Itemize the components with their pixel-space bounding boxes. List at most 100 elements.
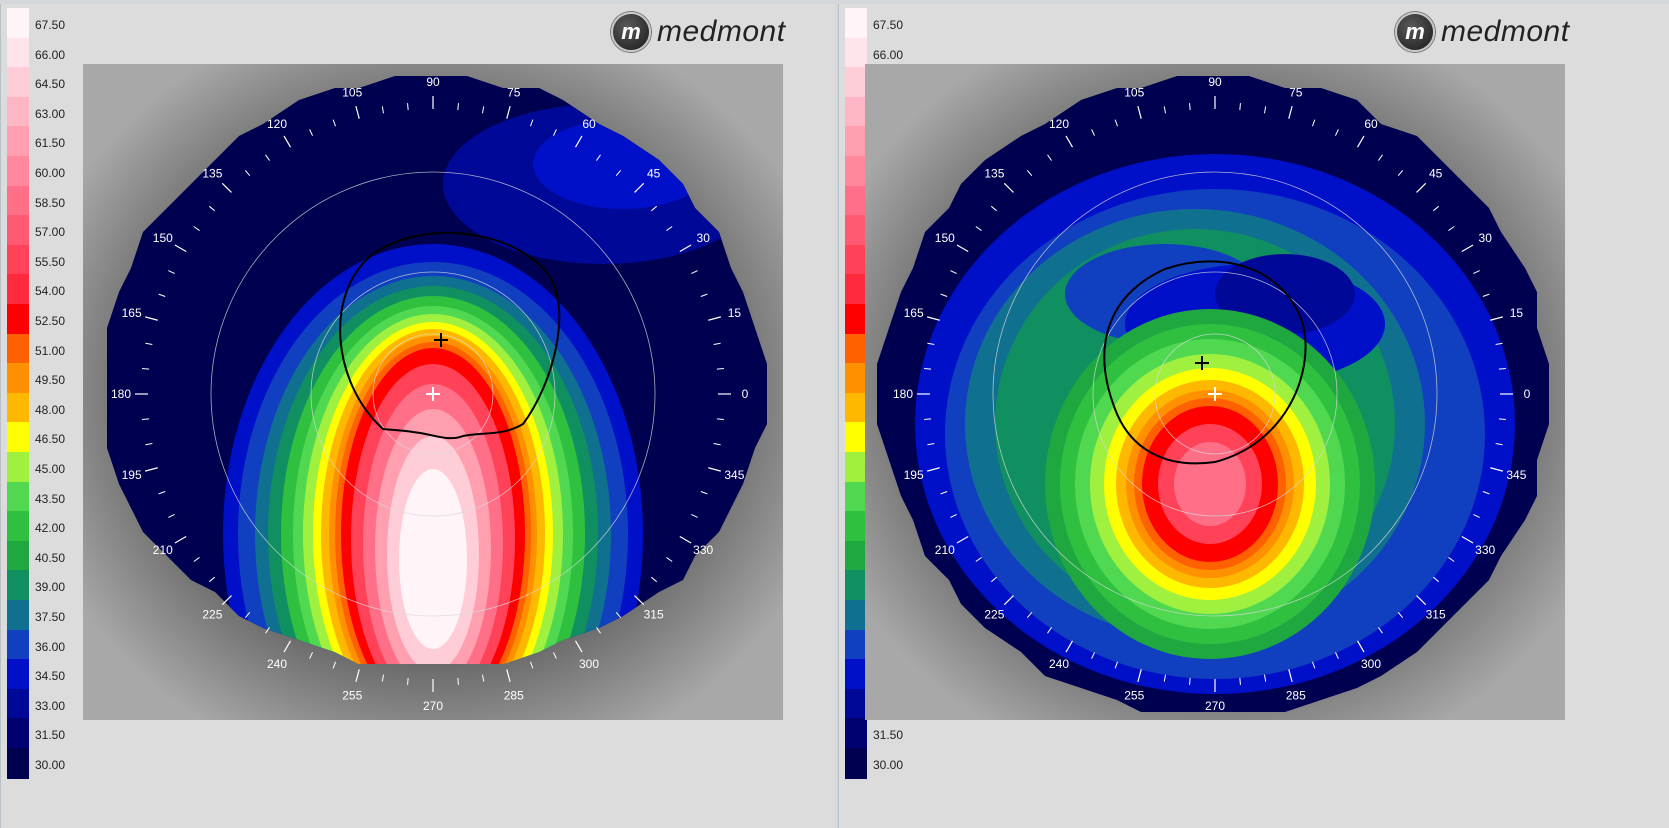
scale-step: 37.50 [7, 600, 91, 631]
angle-label: 150 [935, 231, 955, 245]
scale-swatch [845, 570, 867, 602]
angle-label: 330 [1475, 543, 1495, 557]
scale-label: 61.50 [35, 136, 66, 151]
scale-label: 64.50 [35, 77, 66, 92]
scale-swatch [7, 748, 29, 779]
scale-swatch [845, 215, 867, 247]
scale-label: 43.50 [35, 491, 66, 506]
angle-label: 300 [579, 657, 599, 671]
angle-label: 315 [644, 608, 664, 622]
scale-swatch [7, 274, 29, 306]
scale-step: 33.00 [7, 688, 91, 720]
scale-step: 30.00 [845, 748, 929, 779]
scale-swatch [845, 126, 867, 158]
scale-step: 61.50 [7, 126, 91, 158]
scale-swatch [845, 748, 867, 779]
scale-step: 66.00 [7, 37, 91, 69]
scale-swatch [7, 600, 29, 631]
scale-label: 58.50 [35, 195, 66, 210]
scale-step: 40.50 [7, 540, 91, 572]
scale-label: 46.50 [35, 432, 66, 447]
angle-label: 255 [342, 688, 362, 702]
angle-label: 330 [693, 543, 713, 557]
scale-label: 55.50 [35, 254, 66, 269]
scale-swatch [7, 244, 29, 276]
angle-label: 90 [426, 75, 440, 89]
angle-label: 30 [1479, 231, 1493, 245]
scale-label: 54.00 [35, 284, 66, 299]
scale-swatch [845, 67, 867, 99]
scale-step: 43.50 [7, 481, 91, 513]
scale-step: 67.50 [845, 8, 929, 39]
medmont-logo-icon: m [611, 12, 651, 52]
angle-label: 225 [984, 608, 1004, 622]
scale-label: 60.00 [35, 166, 66, 180]
angle-label: 255 [1124, 688, 1144, 702]
scale-swatch [845, 185, 867, 217]
angle-label: 0 [1524, 387, 1531, 401]
scale-swatch [845, 688, 867, 720]
scale-swatch [845, 659, 867, 691]
angle-label: 210 [935, 543, 955, 557]
scale-step: 67.50 [7, 8, 91, 39]
scale-swatch [845, 244, 867, 276]
scale-swatch [845, 37, 867, 69]
scale-swatch [845, 481, 867, 513]
scale-step: 45.00 [7, 452, 91, 483]
brand-name: medmont [657, 15, 786, 48]
scale-label: 39.00 [35, 580, 66, 595]
angle-label: 195 [122, 468, 142, 482]
scale-step: 30.00 [7, 748, 91, 779]
angle-label: 315 [1426, 608, 1446, 622]
scale-label: 34.50 [35, 669, 66, 684]
scale-step: 64.50 [7, 67, 91, 99]
scale-swatch [845, 363, 867, 395]
scale-label: 66.00 [873, 47, 904, 62]
scale-swatch [7, 96, 29, 128]
scale-swatch [845, 8, 867, 39]
scale-label: 67.50 [873, 18, 904, 32]
scale-label: 40.50 [35, 550, 66, 565]
scale-label: 45.00 [35, 462, 66, 476]
scale-label: 63.00 [35, 106, 66, 121]
scale-step: 39.00 [7, 570, 91, 602]
angle-label: 15 [728, 306, 742, 320]
angle-label: 105 [1124, 86, 1144, 100]
scale-label: 37.50 [35, 610, 66, 624]
scale-swatch [7, 452, 29, 483]
angle-label: 75 [507, 86, 521, 100]
scale-swatch [7, 659, 29, 691]
scale-step: 66.00 [845, 37, 929, 69]
angle-label: 210 [153, 543, 173, 557]
angle-label: 150 [153, 231, 173, 245]
scale-swatch [845, 600, 867, 631]
angle-label: 285 [1286, 688, 1306, 702]
scale-label: 52.50 [35, 314, 66, 328]
scale-step: 46.50 [7, 422, 91, 454]
scale-label: 51.00 [35, 343, 66, 358]
angle-label: 105 [342, 86, 362, 100]
right-eye-topography-map[interactable]: 0 15 30 45 60 75 90 105 120 135 150 165 180 195 210 225… [865, 64, 1565, 720]
angle-label: 180 [111, 387, 131, 401]
scale-swatch [7, 511, 29, 543]
scale-label: 36.00 [35, 639, 66, 654]
scale-swatch [7, 688, 29, 720]
angle-label: 225 [202, 608, 222, 622]
scale-label: 33.00 [35, 698, 66, 713]
angle-label: 45 [1429, 166, 1443, 180]
angle-label: 270 [1205, 699, 1225, 713]
angle-label: 270 [423, 699, 443, 713]
scale-step: 63.00 [7, 96, 91, 128]
scale-step: 58.50 [7, 185, 91, 217]
scale-swatch [7, 392, 29, 424]
angle-label: 180 [893, 387, 913, 401]
scale-swatch [7, 215, 29, 247]
angle-label: 120 [267, 117, 287, 131]
scale-swatch [845, 96, 867, 128]
scale-step: 36.00 [7, 629, 91, 661]
left-eye-topography-map[interactable]: 0 15 30 45 60 75 90 105 120 135 150 165 180 195 210 225… [83, 64, 783, 720]
scale-swatch [845, 274, 867, 306]
scale-step: 54.00 [7, 274, 91, 306]
scale-swatch [7, 126, 29, 158]
scale-swatch [7, 185, 29, 217]
